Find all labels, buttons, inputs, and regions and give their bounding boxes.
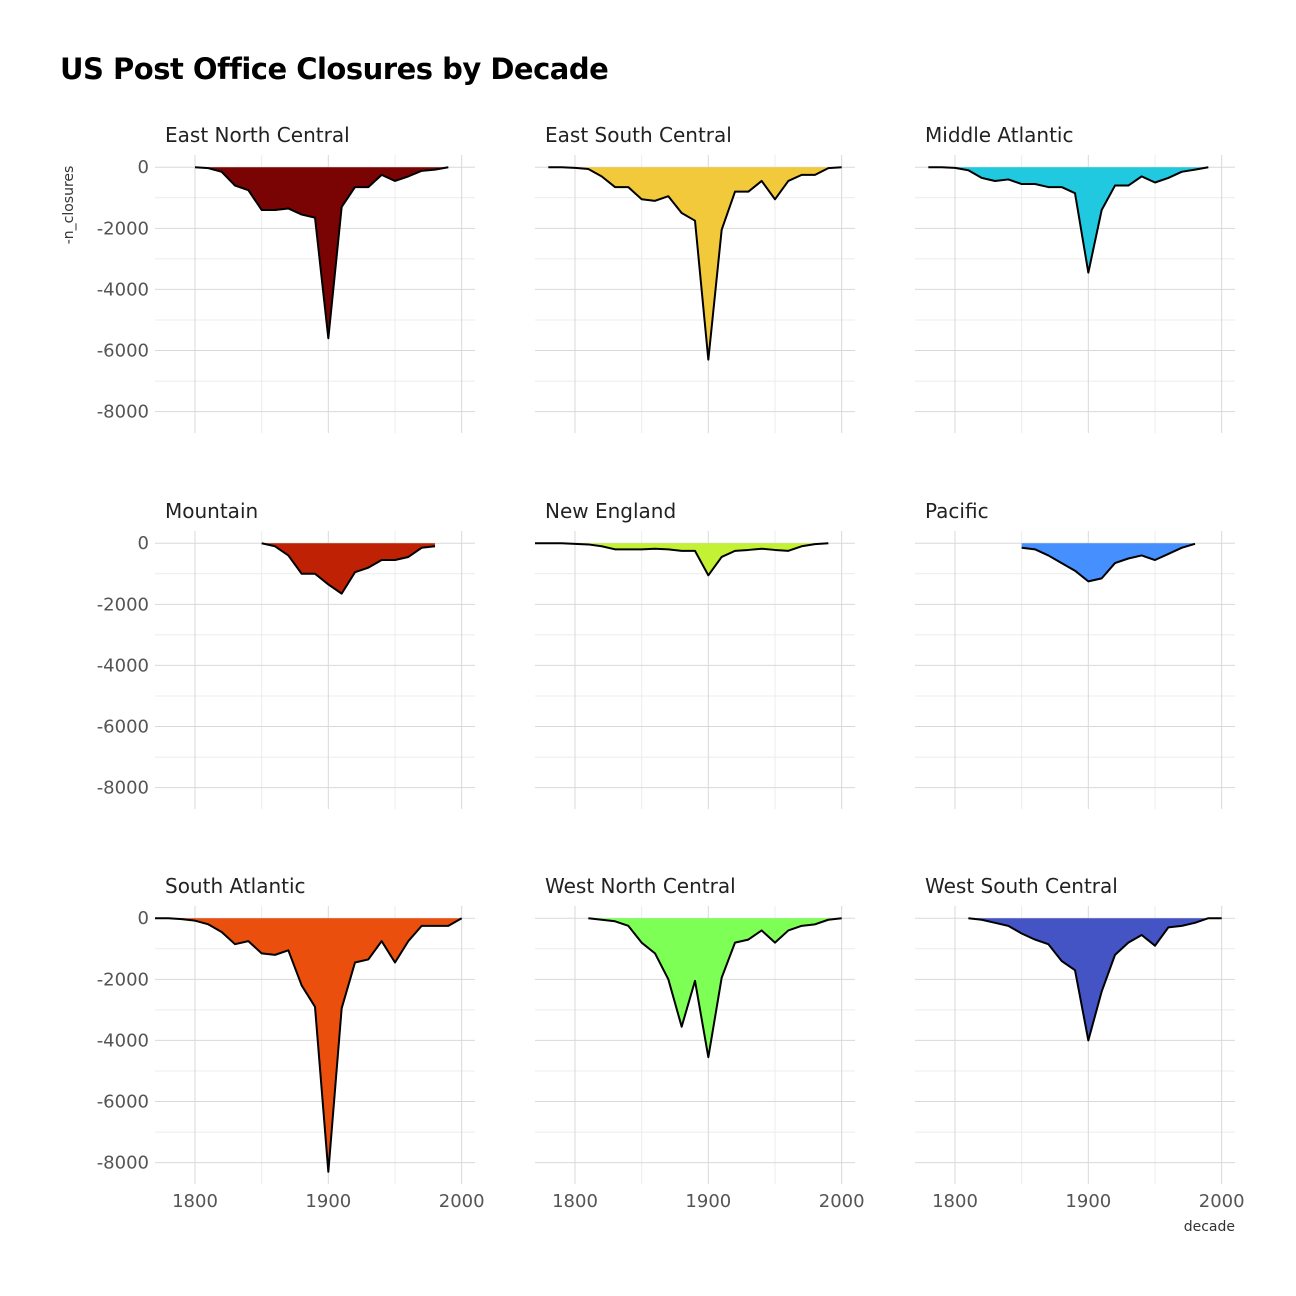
- y-tick-label: -8000: [97, 402, 149, 423]
- series-line: [968, 917, 1222, 1042]
- series-area: [1021, 543, 1195, 582]
- series-line: [535, 542, 829, 577]
- x-tick-label: 1800: [552, 1191, 598, 1212]
- x-tick-label: 1800: [172, 1191, 218, 1212]
- y-tick-label: -6000: [97, 717, 149, 738]
- series-line: [194, 166, 449, 340]
- facet-panel: South Atlantic 0 -2000 -4000 -6000 -8000 1800 1…: [97, 874, 485, 1212]
- facet-label: East South Central: [545, 123, 732, 147]
- facet-label: Middle Atlantic: [925, 123, 1073, 147]
- x-tick-label: 1900: [685, 1191, 731, 1212]
- facet-label: East North Central: [165, 123, 350, 147]
- series-area: [261, 543, 435, 594]
- x-tick-label: 2000: [819, 1191, 865, 1212]
- y-tick-label: -2000: [97, 969, 149, 990]
- y-tick-label: -8000: [97, 1153, 149, 1174]
- series-line: [1021, 542, 1196, 583]
- facet-panel: West South Central 1800 1900 2000: [915, 874, 1245, 1212]
- facets-group: East North Central0-2000-4000-6000-8000E…: [97, 123, 1245, 1212]
- y-tick-label: -2000: [97, 594, 149, 615]
- facet-panel: East North Central 0 -2000 -4000 -6000 -8000: [97, 123, 475, 433]
- facet-label: West North Central: [545, 874, 736, 898]
- series-area: [155, 918, 462, 1172]
- y-axis-title: -n_closures: [61, 166, 77, 245]
- series-line: [155, 917, 463, 1173]
- series-area: [195, 167, 449, 339]
- y-tick-label: -8000: [97, 778, 149, 799]
- facet-label: South Atlantic: [165, 874, 306, 898]
- series-area: [928, 167, 1209, 273]
- series-line: [261, 542, 436, 595]
- x-tick-label: 2000: [439, 1191, 485, 1212]
- series-line: [548, 166, 842, 361]
- facet-panel: East South Central: [535, 123, 855, 433]
- x-tick-label: 1900: [1065, 1191, 1111, 1212]
- y-tick-label: -4000: [97, 655, 149, 676]
- x-tick-label: 2000: [1199, 1191, 1245, 1212]
- chart-title: US Post Office Closures by Decade: [60, 52, 609, 86]
- series-line: [928, 166, 1209, 274]
- y-tick-label: -6000: [97, 341, 149, 362]
- facet-panel: Pacific: [915, 499, 1235, 809]
- x-tick-label: 1800: [932, 1191, 978, 1212]
- y-tick-label: 0: [138, 533, 149, 554]
- y-tick-label: 0: [138, 157, 149, 178]
- x-axis-title: decade: [1184, 1219, 1235, 1235]
- y-tick-label: -2000: [97, 218, 149, 239]
- facet-label: Mountain: [165, 499, 258, 523]
- facet-panel: New England: [535, 499, 855, 809]
- y-tick-label: 0: [138, 908, 149, 929]
- facet-panel: Middle Atlantic: [915, 123, 1235, 433]
- series-area: [535, 543, 829, 576]
- series-line: [588, 917, 842, 1059]
- facet-panel: Mountain 0 -2000 -4000 -6000 -8000: [97, 499, 475, 809]
- facet-label: Pacific: [925, 499, 989, 523]
- y-tick-label: -6000: [97, 1092, 149, 1113]
- y-tick-label: -4000: [97, 279, 149, 300]
- y-tick-label: -4000: [97, 1030, 149, 1051]
- facet-panel: West North Central 1800 1900 2000: [535, 874, 865, 1212]
- series-area: [968, 918, 1222, 1041]
- x-tick-label: 1900: [305, 1191, 351, 1212]
- series-area: [548, 167, 842, 360]
- series-area: [588, 918, 842, 1058]
- facet-label: West South Central: [925, 874, 1118, 898]
- facet-label: New England: [545, 499, 676, 523]
